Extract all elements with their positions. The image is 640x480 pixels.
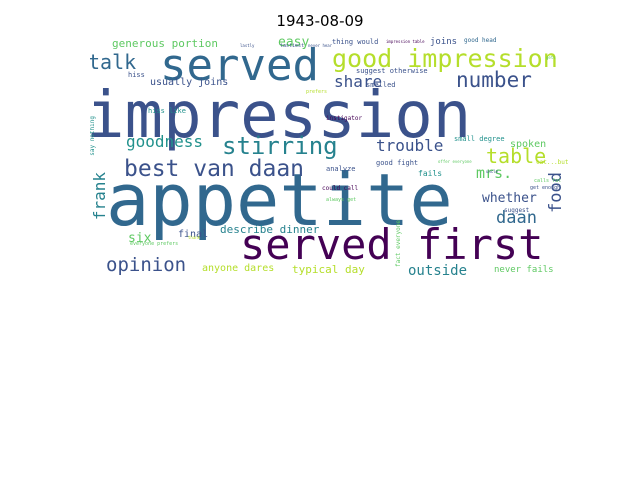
cloud-word: served first xyxy=(240,220,544,269)
cloud-word: small degree xyxy=(454,135,505,143)
cloud-word: spoken xyxy=(510,139,547,150)
cloud-word: mrs. xyxy=(476,164,513,182)
cloud-word: instigator xyxy=(326,115,363,122)
cloud-word: calls fat xyxy=(534,178,562,184)
cloud-word: analyze xyxy=(326,165,356,173)
cloud-word: opinion xyxy=(106,254,187,276)
cloud-word: anyone dares xyxy=(202,263,275,274)
cloud-word: prefers xyxy=(306,89,328,95)
cloud-word: good head xyxy=(464,37,497,44)
cloud-word: appetite xyxy=(106,158,453,242)
cloud-word: frank xyxy=(90,172,109,221)
cloud-word: could call xyxy=(322,185,359,192)
cloud-word: final xyxy=(178,229,209,240)
cloud-word: joins xyxy=(430,37,458,47)
cloud-word: gets xyxy=(546,55,556,60)
cloud-word: impression xyxy=(90,79,472,153)
cloud-word: best van daan xyxy=(124,156,305,182)
cloud-word: typical day xyxy=(292,263,365,276)
word-cloud: impression appetite served first served … xyxy=(90,36,570,280)
cloud-word: thing would xyxy=(332,38,379,46)
cloud-word: smelled xyxy=(366,81,396,89)
cloud-word: never hear xyxy=(308,43,333,48)
cloud-word: generous portion xyxy=(112,37,218,50)
cloud-word: usually joins xyxy=(150,77,229,88)
cloud-word: tastiest xyxy=(280,43,305,49)
cloud-word: impression table xyxy=(386,39,425,44)
cloud-word: six xyxy=(128,231,152,246)
figure-title: 1943-08-09 xyxy=(276,12,364,30)
cloud-word: daan xyxy=(496,208,537,228)
cloud-word: suggest otherwise xyxy=(356,67,428,75)
cloud-word: number xyxy=(456,68,532,92)
cloud-word: good impression xyxy=(332,44,558,73)
cloud-word: uncle xyxy=(486,169,499,174)
cloud-word: table xyxy=(486,144,547,168)
cloud-word: say nothing xyxy=(90,116,96,156)
cloud-word: fact everyone xyxy=(395,220,402,267)
cloud-word: whether xyxy=(482,191,537,206)
cloud-word: trouble xyxy=(376,136,444,155)
cloud-word: hiss like xyxy=(148,107,186,115)
cloud-word: stirring xyxy=(222,132,338,160)
cloud-word: everyone prefers xyxy=(130,241,179,247)
cloud-word: lastly xyxy=(240,43,255,48)
cloud-word: offer everyone xyxy=(438,159,472,164)
cloud-word: share xyxy=(334,72,383,91)
cloud-word: served xyxy=(160,40,319,91)
cloud-word: fails xyxy=(418,169,443,178)
cloud-word: never fails xyxy=(494,265,554,275)
cloud-word: good fight xyxy=(376,159,419,167)
cloud-word: hiss xyxy=(128,71,145,79)
cloud-word: suggest xyxy=(504,207,530,214)
cloud-word: get enough xyxy=(530,185,561,191)
cloud-word: talk xyxy=(90,50,137,74)
cloud-word: describe dinner xyxy=(220,223,320,236)
cloud-word: outside xyxy=(408,263,468,279)
cloud-word: easy xyxy=(278,36,310,50)
cloud-word: thank xyxy=(188,235,201,240)
cloud-word: goodness xyxy=(126,132,204,151)
cloud-word: always get xyxy=(326,197,357,203)
cloud-word: cat...but xyxy=(536,159,569,166)
